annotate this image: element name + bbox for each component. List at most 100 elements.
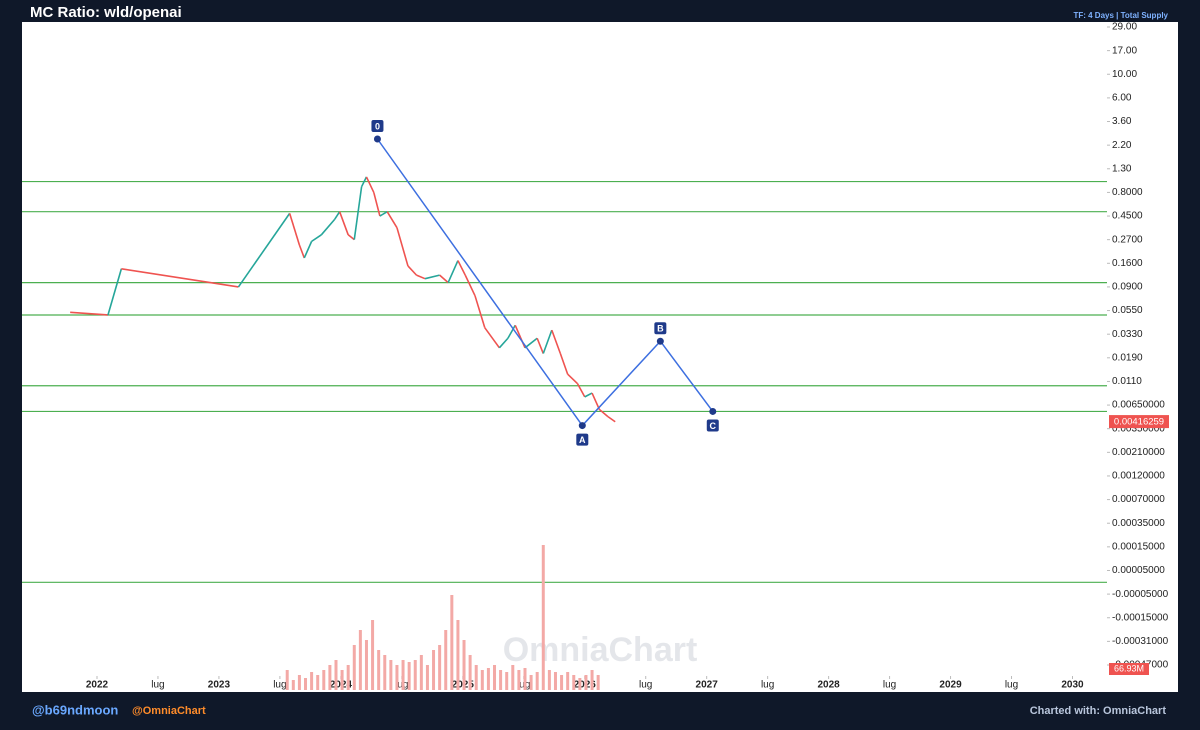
wave-label: 0 xyxy=(375,121,380,131)
wave-point xyxy=(578,422,586,430)
last-value-box xyxy=(1109,415,1169,429)
price-segment xyxy=(107,268,123,316)
volume-bar xyxy=(389,660,393,690)
volume-bar xyxy=(432,650,436,690)
price-segment xyxy=(396,227,409,267)
price-segment xyxy=(424,274,440,280)
volume-bar xyxy=(285,670,289,690)
volume-bar xyxy=(352,645,356,690)
volume-bar xyxy=(590,670,594,690)
price-segment xyxy=(353,186,363,240)
price-segment xyxy=(407,265,418,276)
price-segment xyxy=(121,267,239,288)
price-segment xyxy=(524,337,538,349)
volume-bar xyxy=(456,620,460,690)
price-segment xyxy=(386,211,398,229)
volume-bar xyxy=(480,670,484,690)
y-tick-label: 0.1600 xyxy=(1112,258,1143,269)
y-tick-label: 0.0550 xyxy=(1112,305,1143,316)
author-handle: @b69ndmoon xyxy=(32,702,118,717)
wave-line xyxy=(581,340,661,427)
y-tick-label: 0.0330 xyxy=(1112,329,1143,340)
price-segment xyxy=(607,415,616,423)
volume-bar xyxy=(511,665,515,690)
y-tick-label: 0.0900 xyxy=(1112,282,1143,293)
x-tick-label: 2027 xyxy=(696,680,719,691)
price-segment xyxy=(320,218,336,236)
wave-label-box xyxy=(706,419,719,432)
price-segment xyxy=(576,383,586,398)
volume-bar xyxy=(358,630,362,690)
price-segment xyxy=(379,211,388,217)
price-segment xyxy=(498,337,509,349)
y-tick-label: 0.00035000 xyxy=(1112,518,1165,529)
price-segment xyxy=(457,260,466,276)
volume-bar xyxy=(462,640,466,690)
wave-point xyxy=(656,337,664,345)
volume-bar xyxy=(560,675,564,690)
volume-bar xyxy=(578,678,582,690)
price-segment xyxy=(447,260,459,283)
volume-bar xyxy=(468,655,472,690)
price-segment xyxy=(474,295,486,328)
wave-line xyxy=(376,138,583,427)
price-segment xyxy=(464,274,476,297)
x-tick-label: 2028 xyxy=(817,680,840,691)
price-segment xyxy=(373,192,381,217)
price-segment xyxy=(311,234,322,243)
volume-bar xyxy=(407,662,411,690)
volume-bar xyxy=(334,660,338,690)
y-tick-label: 0.2700 xyxy=(1112,234,1143,245)
price-segment xyxy=(416,274,426,280)
wave-label: C xyxy=(710,421,717,431)
price-segment xyxy=(591,392,601,410)
price-segment xyxy=(288,213,301,246)
wave-label: A xyxy=(579,435,586,445)
y-tick-label: 29.00 xyxy=(1112,22,1137,33)
y-tick-label: 0.00650000 xyxy=(1112,400,1165,411)
volume-bar xyxy=(566,672,570,690)
volume-bar xyxy=(291,680,295,690)
volume-bar xyxy=(450,595,454,690)
x-tick-label: 2030 xyxy=(1061,680,1084,691)
price-segment xyxy=(507,324,516,339)
y-tick-label: 10.00 xyxy=(1112,69,1137,80)
price-segment xyxy=(237,212,291,288)
x-tick-label: lug xyxy=(273,680,286,691)
y-tick-label: 0.00015000 xyxy=(1112,541,1165,552)
wave-line xyxy=(659,340,714,412)
x-tick-label: lug xyxy=(761,680,774,691)
price-segment xyxy=(439,274,449,284)
price-segment xyxy=(559,353,569,375)
y-tick-label: 0.0110 xyxy=(1112,376,1142,387)
volume-bar xyxy=(413,660,417,690)
price-segment xyxy=(334,211,341,220)
volume-bar xyxy=(596,675,600,690)
x-tick-label: 2023 xyxy=(208,680,231,691)
volume-bar xyxy=(346,665,350,690)
y-tick-label: 0.00210000 xyxy=(1112,447,1165,458)
volume-bar xyxy=(541,545,545,690)
price-segment xyxy=(484,327,501,349)
volume-bar xyxy=(371,620,375,690)
volume-bar xyxy=(486,668,490,690)
credit: Charted with: OmniaChart xyxy=(1030,705,1167,717)
y-tick-label: 0.00005000 xyxy=(1112,565,1165,576)
volume-bar xyxy=(377,650,381,690)
last-value: 0.00416259 xyxy=(1114,417,1164,428)
y-tick-label: -0.00005000 xyxy=(1112,589,1169,600)
volume-bar xyxy=(364,640,368,690)
price-segment xyxy=(360,176,368,188)
wave-point xyxy=(709,407,717,415)
y-tick-label: 0.0190 xyxy=(1112,352,1143,363)
price-segment xyxy=(542,329,553,354)
volume-bar xyxy=(310,672,314,690)
settings-label: TF: 4 Days | Total Supply xyxy=(1073,11,1168,20)
price-segment xyxy=(338,211,349,236)
y-tick-label: 0.4500 xyxy=(1112,211,1143,222)
y-tick-label: 0.8000 xyxy=(1112,187,1143,198)
x-tick-label: 2022 xyxy=(86,680,109,691)
y-tick-label: 1.30 xyxy=(1112,163,1132,174)
watermark: OmniaChart xyxy=(503,631,698,669)
volume-bar xyxy=(572,675,576,690)
